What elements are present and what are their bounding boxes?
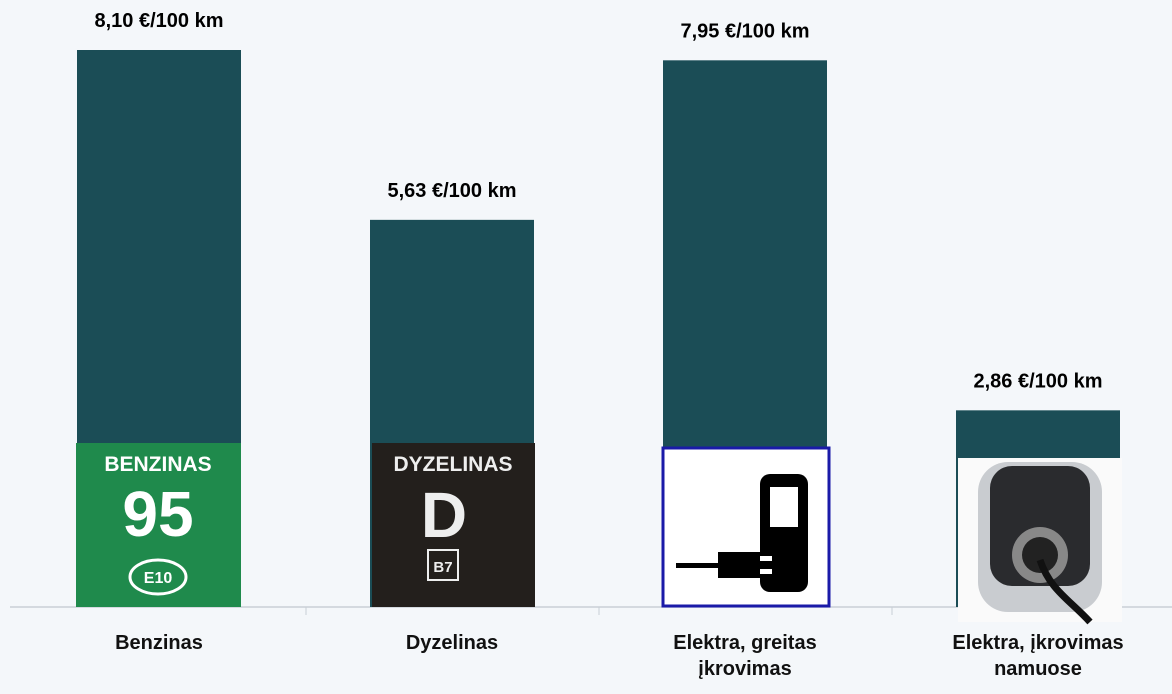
icon-cable <box>676 563 718 568</box>
ev-charging-icon <box>663 448 829 606</box>
badge-text: D <box>421 479 467 551</box>
chart-svg: BENZINAS 95 E10 DYZELINAS D B7 8,10 €/10… <box>0 0 1172 694</box>
badge-text: B7 <box>433 559 452 576</box>
home-charger-icon <box>958 458 1122 622</box>
benzinas-badge: BENZINAS 95 E10 <box>76 443 241 607</box>
icon-pin <box>760 556 772 561</box>
badge-text: E10 <box>144 570 173 587</box>
x-tick-label: Elektra, greitas įkrovimas <box>635 630 855 682</box>
badge-text: 95 <box>122 478 193 550</box>
icon-pin <box>760 569 772 574</box>
icon-screen <box>770 487 798 527</box>
value-label: 5,63 €/100 km <box>388 180 517 202</box>
icon-plug <box>718 552 760 578</box>
x-tick-label: Elektra, įkrovimas namuose <box>928 630 1148 682</box>
value-label: 8,10 €/100 km <box>95 10 224 32</box>
x-tick-label: Dyzelinas <box>342 630 562 656</box>
chart: BENZINAS 95 E10 DYZELINAS D B7 8,10 €/10… <box>0 0 1172 694</box>
value-label: 7,95 €/100 km <box>681 20 810 42</box>
dyzelinas-badge: DYZELINAS D B7 <box>372 443 535 607</box>
badge-text: BENZINAS <box>104 453 211 476</box>
value-label: 2,86 €/100 km <box>974 370 1103 392</box>
badge-text: DYZELINAS <box>393 453 512 476</box>
x-tick-label: Benzinas <box>49 630 269 656</box>
